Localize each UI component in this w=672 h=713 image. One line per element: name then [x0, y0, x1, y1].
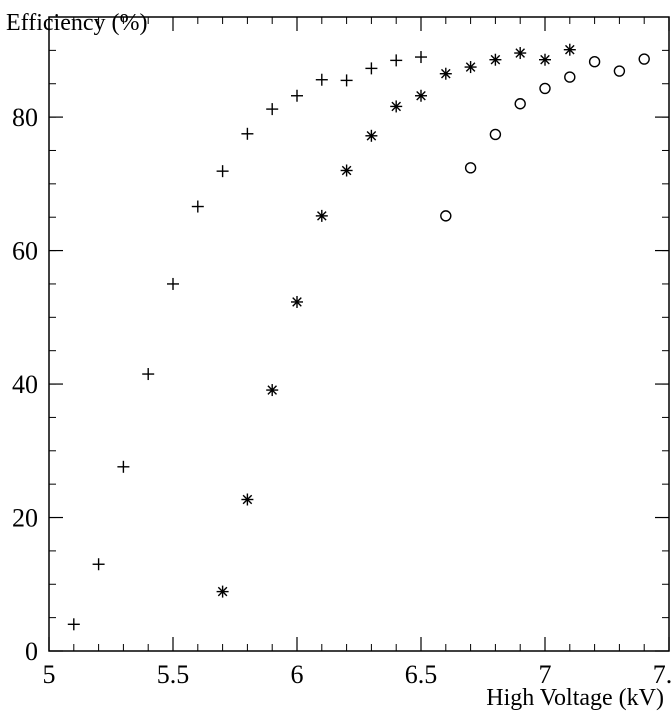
plus-marker [390, 54, 403, 67]
asterisk-marker [291, 295, 303, 308]
asterisk-marker [340, 164, 353, 177]
plus-marker [117, 460, 130, 473]
plus-marker [167, 277, 179, 290]
axis-ticks: 5 5.5 6 6.5 7 7.5 0 20 40 60 80 [12, 16, 672, 689]
asterisk-marker [216, 585, 229, 598]
circle-marker [514, 98, 526, 110]
y-tick-label: 0 [25, 637, 38, 666]
plus-marker [67, 618, 80, 631]
asterisk-marker [464, 61, 477, 74]
asterisk-marker [315, 209, 328, 222]
asterisk-marker [539, 53, 551, 66]
x-tick-label: 6.5 [405, 660, 438, 689]
plus-marker [191, 200, 204, 213]
x-tick-label: 6 [291, 660, 304, 689]
circle-marker [539, 82, 551, 95]
circle-marker [638, 53, 650, 65]
y-tick-label: 60 [12, 237, 38, 266]
y-tick-label: 20 [12, 504, 38, 533]
asterisk-marker [266, 384, 279, 397]
plus-marker [315, 73, 328, 86]
plus-marker [216, 165, 229, 178]
circle-marker [464, 162, 477, 174]
plus-marker [241, 127, 254, 140]
y-tick-label: 80 [12, 103, 38, 132]
plus-marker [266, 103, 279, 116]
plus-marker [415, 51, 427, 64]
asterisk-marker [390, 100, 403, 113]
asterisk-marker [563, 43, 576, 56]
x-tick-label: 7 [539, 660, 552, 689]
y-axis-label: Efficiency (%) [6, 10, 147, 36]
plus-marker [142, 368, 155, 381]
circle-marker [588, 56, 601, 68]
circle-marker [489, 128, 502, 141]
x-tick-label: 7.5 [653, 660, 672, 689]
plus-marker [92, 558, 105, 571]
circle-marker [440, 210, 452, 222]
plus-marker [340, 74, 353, 87]
plot-frame [48, 16, 670, 652]
x-axis-label: High Voltage (kV) [486, 685, 664, 711]
asterisk-marker [415, 89, 427, 102]
circle-marker [613, 65, 626, 77]
x-tick-label: 5.5 [157, 660, 190, 689]
asterisk-marker [439, 67, 452, 80]
asterisk-marker [489, 53, 502, 66]
plus-marker [365, 62, 378, 75]
circle-marker [564, 71, 576, 83]
plus-marker [291, 89, 303, 102]
asterisk-marker [514, 47, 527, 60]
asterisk-marker [365, 129, 378, 142]
asterisk-marker [241, 493, 254, 506]
data-points [67, 43, 650, 631]
y-tick-label: 40 [12, 370, 38, 399]
x-tick-label: 5 [43, 660, 56, 689]
